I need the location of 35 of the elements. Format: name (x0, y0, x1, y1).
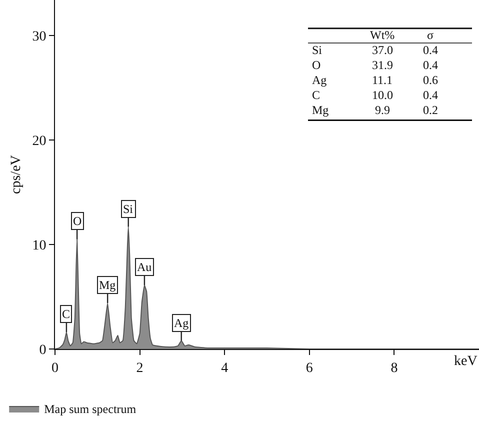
x-tick-label: 6 (306, 360, 313, 376)
annotation: O (312, 58, 321, 72)
annotation: 37.0 (372, 43, 393, 57)
legend-label: Map sum spectrum (44, 402, 137, 416)
annotation: O (73, 214, 82, 228)
annotation: 0.6 (423, 73, 438, 87)
y-tick-label: 20 (32, 134, 46, 149)
x-tick-label: 8 (390, 360, 398, 376)
x-tick-label: 4 (221, 360, 228, 376)
x-axis-title: keV (454, 354, 478, 369)
y-tick-label: 10 (32, 238, 46, 254)
annotation: 0.4 (423, 43, 438, 57)
annotation: Mg (99, 278, 116, 292)
annotation: C (312, 88, 320, 102)
annotation: 0.4 (423, 58, 438, 72)
annotation: Mg (312, 103, 329, 117)
annotation: σ (427, 28, 434, 42)
y-tick-label: 30 (32, 29, 46, 44)
annotation: Au (137, 260, 152, 274)
annotation: 31.9 (372, 58, 393, 72)
annotation: Ag (312, 73, 327, 87)
annotation: 0.2 (423, 103, 438, 117)
annotation: Ag (174, 316, 189, 330)
annotation: 9.9 (375, 103, 390, 117)
annotation: C (62, 307, 70, 321)
annotation: Si (123, 202, 134, 216)
y-axis-title: cps/eV (8, 155, 24, 194)
annotation: Si (312, 43, 323, 57)
x-tick-label: 2 (136, 360, 144, 376)
annotation: Wt% (370, 28, 395, 42)
annotation: 10.0 (372, 88, 393, 102)
annotation: 11.1 (372, 73, 393, 87)
x-tick-label: 0 (52, 360, 58, 376)
y-tick-label: 0 (39, 342, 46, 358)
annotation: 0.4 (423, 88, 438, 102)
